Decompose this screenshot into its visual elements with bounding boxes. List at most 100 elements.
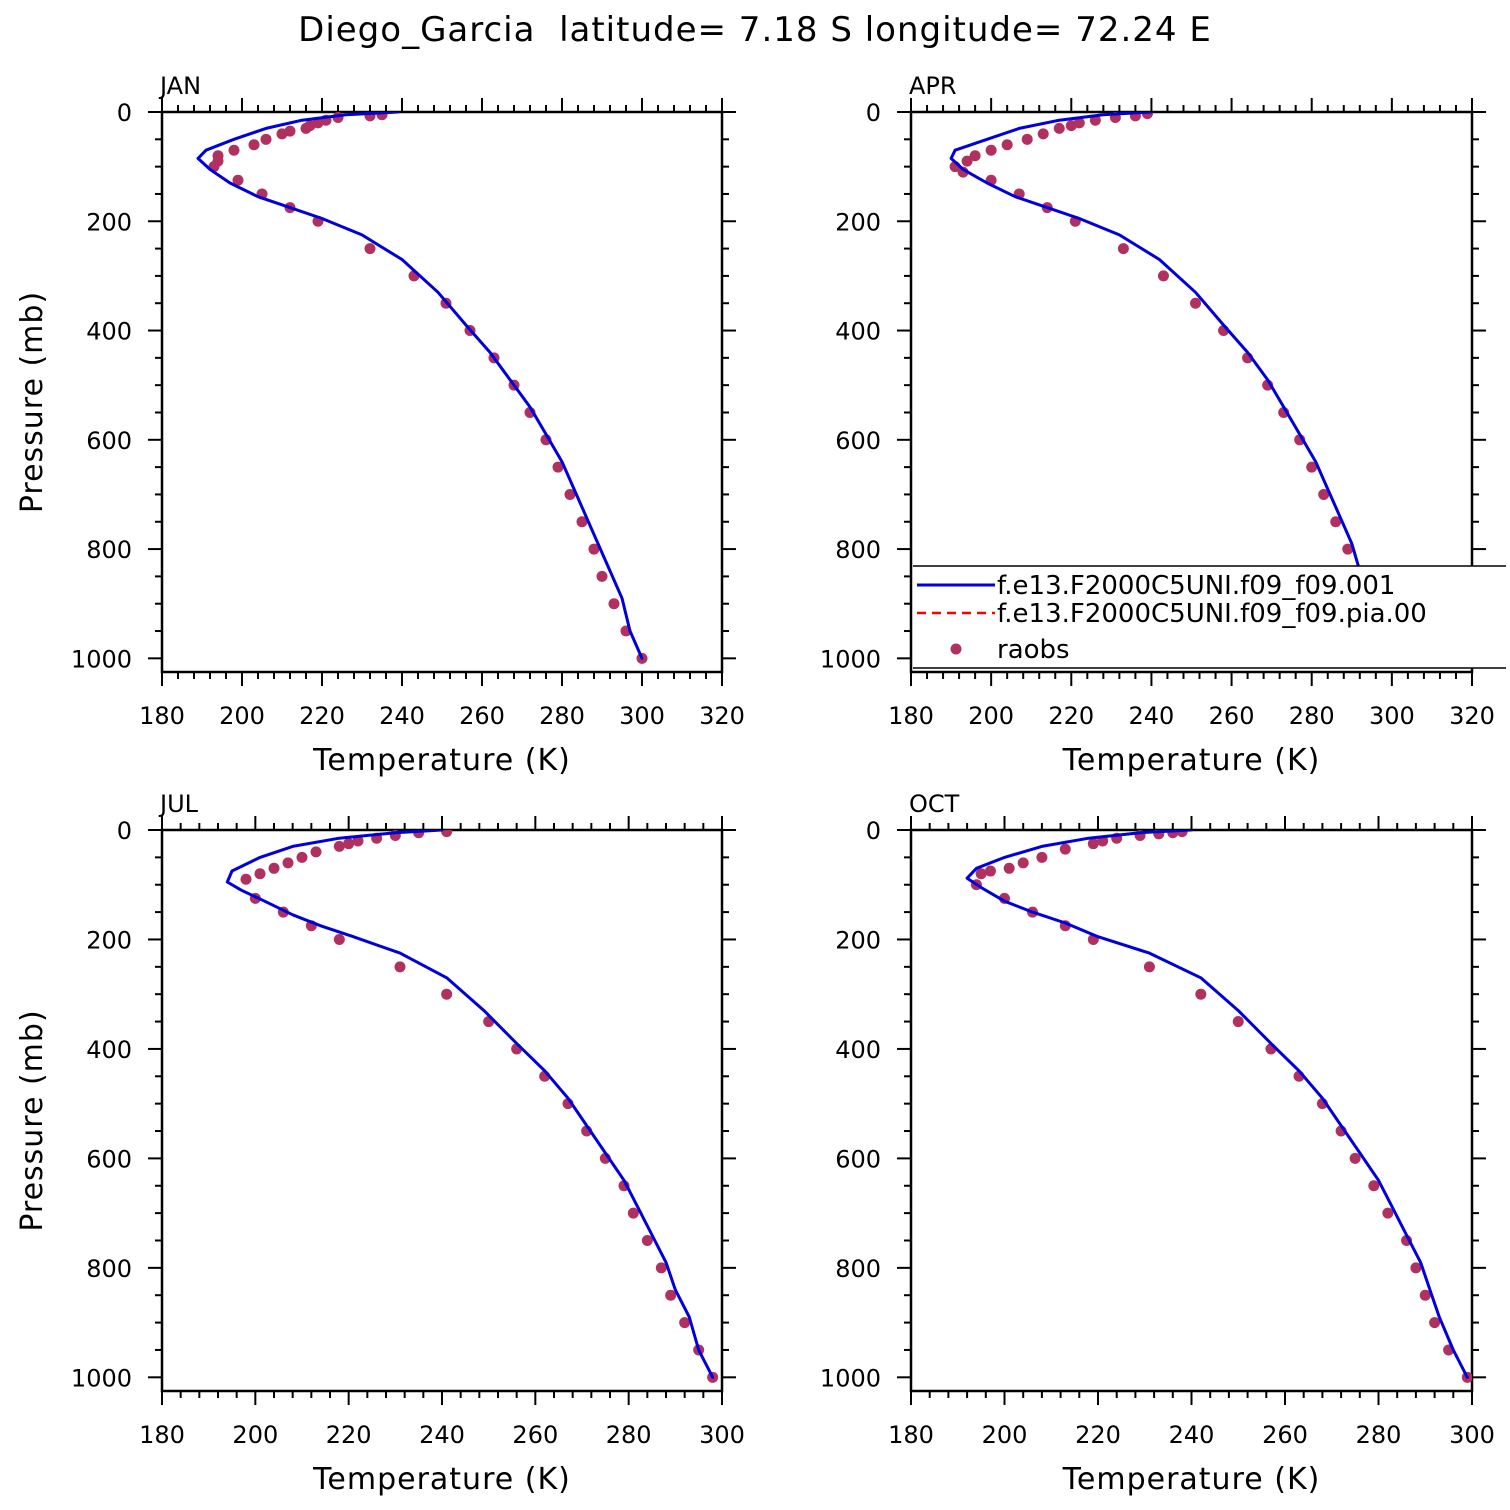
y-axis-title: Pressure (mb) bbox=[15, 1009, 50, 1231]
y-tick-label: 0 bbox=[866, 817, 881, 845]
raobs-point bbox=[975, 868, 987, 880]
y-tick-label: 1000 bbox=[820, 645, 881, 673]
x-tick-label: 300 bbox=[699, 1421, 745, 1449]
x-tick-label: 220 bbox=[1048, 702, 1094, 730]
raobs-point bbox=[641, 1234, 653, 1246]
x-tick-label: 280 bbox=[539, 702, 585, 730]
plot-data bbox=[225, 830, 719, 1383]
plot-frame bbox=[160, 828, 724, 1393]
y-tick-label: 600 bbox=[86, 427, 132, 455]
raobs-point bbox=[1190, 297, 1202, 309]
x-tick-label: 180 bbox=[888, 702, 934, 730]
plot-frame bbox=[160, 110, 724, 674]
x-axis-title: Temperature (K) bbox=[312, 1462, 571, 1497]
raobs-point bbox=[1330, 516, 1342, 528]
raobs-point bbox=[282, 857, 294, 869]
x-tick-label: 300 bbox=[1369, 702, 1415, 730]
x-tick-label: 180 bbox=[888, 1421, 934, 1449]
raobs-point bbox=[1053, 122, 1065, 134]
raobs-point bbox=[228, 144, 240, 156]
x-tick-label: 320 bbox=[1449, 702, 1495, 730]
raobs-point bbox=[1195, 988, 1207, 1000]
raobs-point bbox=[1037, 128, 1049, 140]
plot-data bbox=[196, 112, 648, 664]
y-tick-label: 200 bbox=[835, 926, 881, 954]
model-pia-line bbox=[965, 830, 1469, 1379]
raobs-point bbox=[1232, 1016, 1244, 1028]
panel-label: JAN bbox=[158, 72, 201, 100]
raobs-point bbox=[441, 830, 453, 838]
y-tick-label: 1000 bbox=[71, 1364, 132, 1392]
raobs-point bbox=[296, 851, 308, 863]
panel-label: JUL bbox=[158, 790, 199, 818]
raobs-point bbox=[984, 865, 996, 877]
y-axis-title: Pressure (mb) bbox=[15, 291, 50, 513]
y-tick-label: 400 bbox=[835, 1036, 881, 1064]
raobs-point bbox=[248, 139, 260, 151]
raobs-point bbox=[343, 838, 355, 850]
raobs-point bbox=[1382, 1207, 1394, 1219]
raobs-point bbox=[1318, 488, 1330, 500]
raobs-point bbox=[300, 122, 312, 134]
y-tick-label: 1000 bbox=[71, 645, 132, 673]
x-tick-label: 180 bbox=[139, 702, 185, 730]
raobs-point bbox=[1001, 139, 1013, 151]
raobs-point bbox=[310, 846, 322, 858]
raobs-point bbox=[1117, 243, 1129, 255]
raobs-point bbox=[961, 155, 973, 167]
x-tick-label: 300 bbox=[1449, 1421, 1495, 1449]
legend-background bbox=[913, 566, 1506, 668]
model-pia-line bbox=[226, 830, 714, 1379]
x-tick-label: 260 bbox=[1262, 1421, 1308, 1449]
y-tick-label: 400 bbox=[86, 1036, 132, 1064]
raobs-point bbox=[596, 570, 608, 582]
raobs-point bbox=[394, 961, 406, 973]
raobs-point bbox=[1419, 1289, 1431, 1301]
legend: f.e13.F2000C5UNI.f09_f09.001f.e13.F2000C… bbox=[913, 565, 1506, 669]
model-001-line bbox=[196, 112, 644, 660]
raobs-point bbox=[1349, 1152, 1361, 1164]
y-tick-label: 0 bbox=[117, 99, 132, 127]
raobs-point bbox=[1368, 1180, 1380, 1192]
y-tick-label: 200 bbox=[835, 208, 881, 236]
y-tick-label: 800 bbox=[835, 536, 881, 564]
raobs-point bbox=[333, 933, 345, 945]
model-001-line bbox=[949, 112, 1398, 660]
raobs-point bbox=[333, 840, 345, 852]
x-tick-label: 200 bbox=[219, 702, 265, 730]
y-tick-label: 1000 bbox=[820, 1364, 881, 1392]
x-tick-label: 240 bbox=[1129, 702, 1175, 730]
legend-label: f.e13.F2000C5UNI.f09_f09.001 bbox=[997, 571, 1395, 601]
plot-frame bbox=[909, 110, 1474, 674]
raobs-point bbox=[1410, 1262, 1422, 1274]
raobs-point bbox=[588, 543, 600, 555]
x-tick-label: 180 bbox=[139, 1421, 185, 1449]
x-tick-label: 260 bbox=[1209, 702, 1255, 730]
raobs-point bbox=[1003, 862, 1015, 874]
y-tick-label: 600 bbox=[835, 1145, 881, 1173]
raobs-point bbox=[352, 835, 364, 847]
panel-label: OCT bbox=[909, 790, 960, 818]
legend-raobs-marker bbox=[950, 643, 962, 655]
raobs-point bbox=[1065, 120, 1077, 132]
raobs-point bbox=[665, 1289, 677, 1301]
x-tick-label: 260 bbox=[512, 1421, 558, 1449]
y-tick-label: 0 bbox=[117, 817, 132, 845]
x-tick-label: 240 bbox=[1169, 1421, 1215, 1449]
raobs-point bbox=[276, 128, 288, 140]
raobs-point bbox=[969, 150, 981, 162]
raobs-point bbox=[655, 1262, 667, 1274]
raobs-point bbox=[1143, 961, 1155, 973]
x-tick-label: 240 bbox=[419, 1421, 465, 1449]
panel-label: APR bbox=[909, 72, 957, 100]
x-axis-title: Temperature (K) bbox=[312, 743, 571, 778]
figure-title: Diego_Garcia latitude= 7.18 S longitude=… bbox=[298, 10, 1212, 50]
raobs-point bbox=[232, 174, 244, 186]
raobs-point bbox=[1036, 851, 1048, 863]
raobs-point bbox=[985, 144, 997, 156]
legend-label: raobs bbox=[997, 635, 1070, 665]
raobs-point bbox=[576, 516, 588, 528]
x-tick-label: 280 bbox=[606, 1421, 652, 1449]
raobs-point bbox=[1306, 461, 1318, 473]
